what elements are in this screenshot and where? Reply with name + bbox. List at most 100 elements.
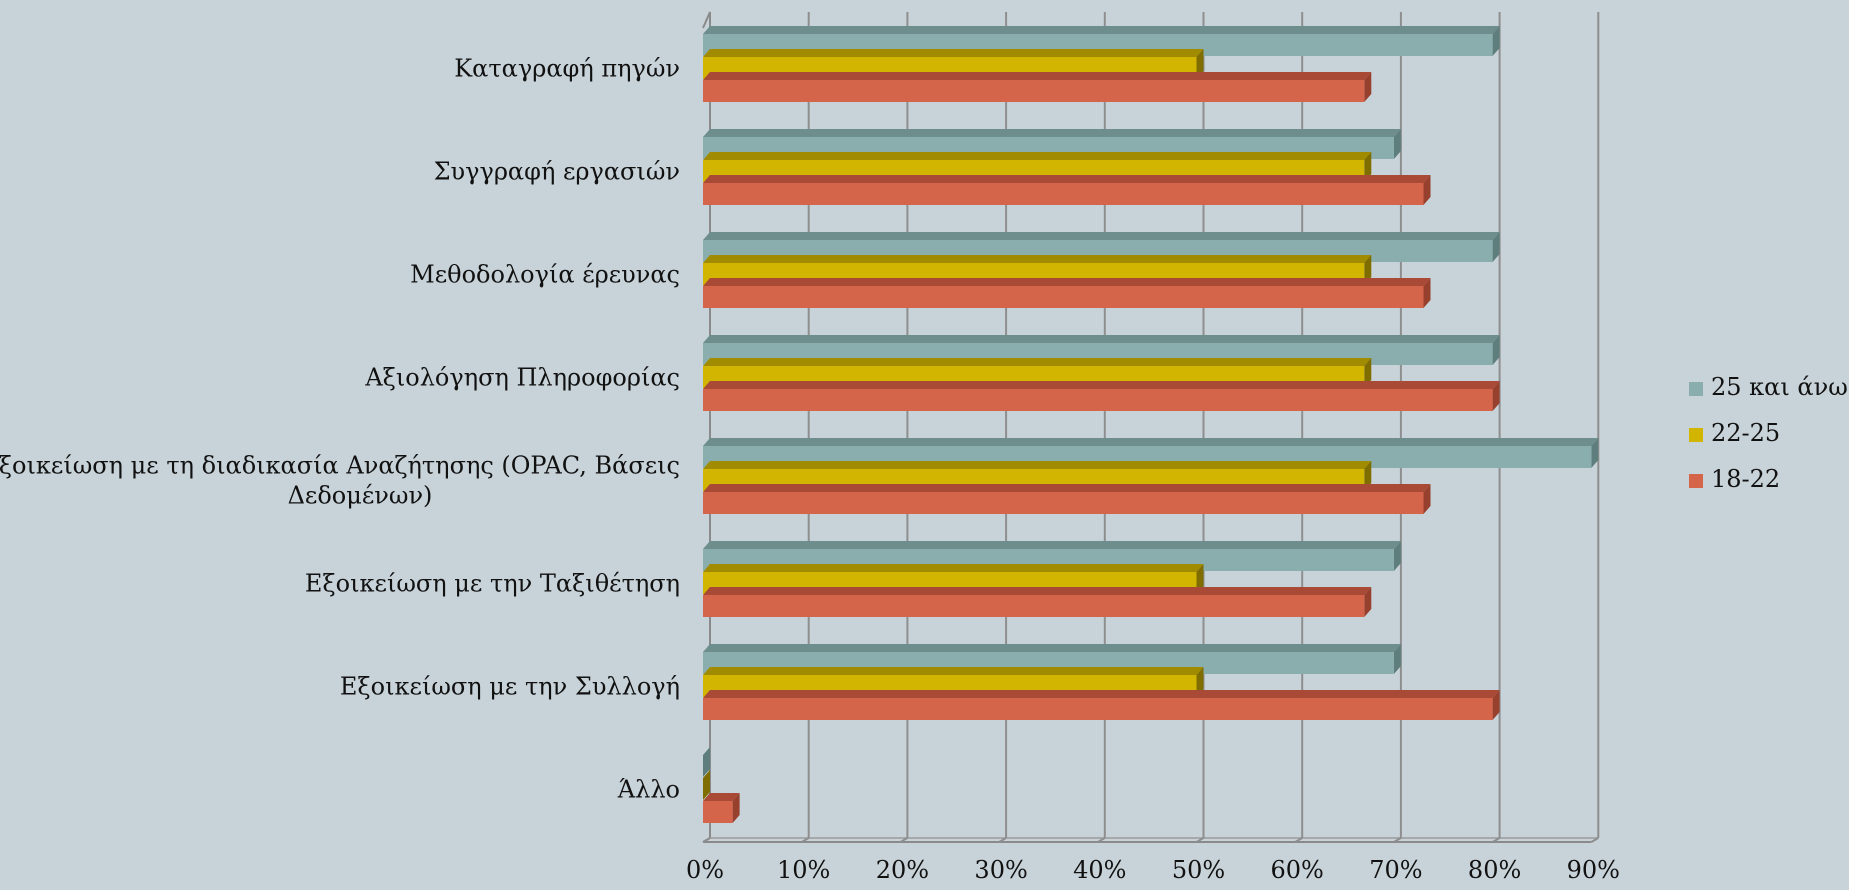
gridline-floor bbox=[1097, 837, 1106, 843]
category-label: Άλλο bbox=[617, 776, 680, 804]
bar-side-face bbox=[703, 747, 710, 777]
bar-side-face bbox=[1364, 255, 1372, 285]
bar-side-face bbox=[1393, 644, 1401, 674]
bar-side-face bbox=[1492, 232, 1500, 262]
x-tick-label: 90% bbox=[1567, 856, 1620, 884]
bar bbox=[703, 72, 1372, 102]
bar-top-face bbox=[703, 644, 1401, 652]
bar-top-face bbox=[703, 129, 1401, 137]
bar-side-face bbox=[1364, 587, 1372, 617]
gridline-floor bbox=[1294, 837, 1303, 843]
bar-side-face bbox=[732, 793, 740, 823]
x-tick-labels: 0% 10% 20% 30% 40% 50% 60% 70% 80% 90% bbox=[686, 856, 1620, 884]
category-label: Εξοικείωση με την Συλλογή bbox=[340, 673, 680, 701]
bar-side-face bbox=[1423, 175, 1431, 205]
bar bbox=[703, 484, 1431, 514]
gridline-floor bbox=[998, 837, 1007, 843]
bar-side-face bbox=[1423, 278, 1431, 308]
bar-side-face bbox=[1196, 667, 1204, 697]
bar bbox=[703, 747, 710, 777]
bar bbox=[703, 770, 710, 800]
x-tick-label: 0% bbox=[686, 856, 724, 884]
bar-top-face bbox=[703, 255, 1372, 263]
bar-top-face bbox=[703, 26, 1500, 34]
bar bbox=[703, 278, 1431, 308]
bar-top-face bbox=[703, 690, 1500, 698]
x-tick-label: 70% bbox=[1369, 856, 1422, 884]
bar-side-face bbox=[1393, 129, 1401, 159]
legend-swatch bbox=[1689, 428, 1703, 442]
bar-top-face bbox=[703, 358, 1372, 366]
bar-front-face bbox=[703, 492, 1424, 514]
bar-side-face bbox=[1196, 49, 1204, 79]
bar-top-face bbox=[703, 667, 1204, 675]
bar-side-face bbox=[1196, 564, 1204, 594]
gridline-floor bbox=[1393, 837, 1402, 843]
bar-top-face bbox=[703, 175, 1431, 183]
bar-front-face bbox=[703, 80, 1365, 102]
bar bbox=[703, 175, 1431, 205]
bar-top-face bbox=[703, 587, 1372, 595]
x-tick-label: 50% bbox=[1172, 856, 1225, 884]
bar-side-face bbox=[1364, 461, 1372, 491]
bar-front-face bbox=[703, 801, 733, 823]
bar-top-face bbox=[703, 152, 1372, 160]
gridline-floor bbox=[702, 837, 711, 843]
bar-top-face bbox=[703, 381, 1500, 389]
bar-front-face bbox=[703, 698, 1493, 720]
bar-side-face bbox=[1492, 335, 1500, 365]
category-label: Καταγραφή πηγών bbox=[454, 55, 680, 83]
legend-label: 18-22 bbox=[1711, 465, 1780, 493]
bar-top-face bbox=[703, 438, 1599, 446]
legend-label: 25 και άνω bbox=[1711, 373, 1848, 401]
legend-swatch bbox=[1689, 474, 1703, 488]
x-tick-label: 60% bbox=[1271, 856, 1324, 884]
bars bbox=[703, 26, 1599, 823]
bar-side-face bbox=[703, 770, 710, 800]
bar-front-face bbox=[703, 183, 1424, 205]
bar-top-face bbox=[703, 793, 740, 801]
x-tick-label: 30% bbox=[974, 856, 1027, 884]
bar-side-face bbox=[1492, 26, 1500, 56]
bar-side-face bbox=[1492, 690, 1500, 720]
category-label: Συγγραφή εργασιών bbox=[434, 158, 680, 186]
gridline-floor bbox=[1590, 837, 1599, 843]
bar-front-face bbox=[703, 595, 1365, 617]
legend-label: 22-25 bbox=[1711, 419, 1780, 447]
x-tick-label: 80% bbox=[1468, 856, 1521, 884]
gridline-floor bbox=[899, 837, 908, 843]
bar-side-face bbox=[1492, 381, 1500, 411]
bar-top-face bbox=[703, 564, 1204, 572]
bar bbox=[703, 690, 1500, 720]
category-labels: Καταγραφή πηγών Συγγραφή εργασιών Μεθοδολο… bbox=[0, 55, 680, 804]
bar-front-face bbox=[703, 389, 1493, 411]
legend: 25 και άνω 22-25 18-22 bbox=[1689, 373, 1848, 493]
bar bbox=[703, 793, 740, 823]
gridline-floor bbox=[1196, 837, 1204, 843]
bar-top-face bbox=[703, 541, 1401, 549]
category-label: Μεθοδολογία έρευνας bbox=[410, 261, 680, 289]
bar-top-face bbox=[703, 484, 1431, 492]
bar-side-face bbox=[1364, 358, 1372, 388]
category-label: Αξιολόγηση Πληροφορίας bbox=[364, 364, 680, 392]
bar-top-face bbox=[703, 335, 1500, 343]
bar-side-face bbox=[1591, 438, 1599, 468]
bar-top-face bbox=[703, 461, 1372, 469]
category-label: Εξοικείωση με τη διαδικασία Αναζήτησης (… bbox=[0, 452, 680, 480]
bar-top-face bbox=[703, 278, 1431, 286]
gridline-floor bbox=[1492, 837, 1501, 843]
bar-side-face bbox=[1364, 72, 1372, 102]
bar bbox=[703, 381, 1500, 411]
bar-side-face bbox=[1423, 484, 1431, 514]
x-tick-label: 10% bbox=[777, 856, 830, 884]
x-tick-label: 40% bbox=[1073, 856, 1126, 884]
bar-top-face bbox=[703, 49, 1204, 57]
bar-top-face bbox=[703, 232, 1500, 240]
x-tick-label: 20% bbox=[876, 856, 929, 884]
legend-swatch bbox=[1689, 382, 1703, 396]
gridline-floor bbox=[801, 837, 810, 843]
bar bbox=[703, 587, 1372, 617]
bar-top-face bbox=[703, 72, 1372, 80]
